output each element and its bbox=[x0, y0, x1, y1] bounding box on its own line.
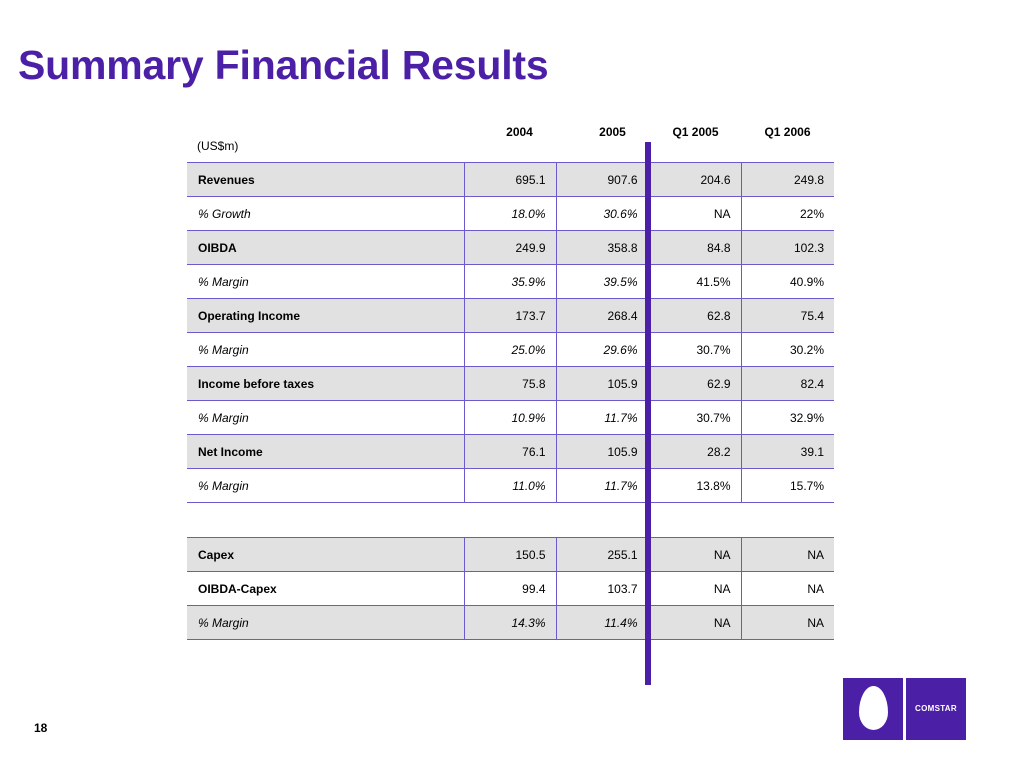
row-label: Income before taxes bbox=[187, 366, 464, 401]
table-row-capex: Capex 150.5 255.1 NA NA bbox=[187, 537, 834, 572]
cell-q1-2006: 249.8 bbox=[740, 162, 834, 197]
cell-q1-2005: 41.5% bbox=[647, 264, 741, 299]
cell-2005: 39.5% bbox=[555, 264, 648, 299]
cell-q1-2006: 32.9% bbox=[740, 400, 834, 435]
cell-2004: 695.1 bbox=[463, 162, 556, 197]
cell-2004: 249.9 bbox=[463, 230, 556, 265]
cell-q1-2006: 75.4 bbox=[740, 298, 834, 333]
cell-2005: 30.6% bbox=[555, 196, 648, 231]
cell-q1-2005: NA bbox=[647, 605, 741, 640]
row-label: % Margin bbox=[187, 468, 464, 503]
row-label: % Margin bbox=[187, 264, 464, 299]
logo-wordmark: COMSTAR bbox=[915, 704, 957, 713]
table-row-net-margin: % Margin 11.0% 11.7% 13.8% 15.7% bbox=[187, 468, 834, 503]
cell-2004: 173.7 bbox=[463, 298, 556, 333]
table-row-net-income: Net Income 76.1 105.9 28.2 39.1 bbox=[187, 434, 834, 469]
cell-q1-2005: 28.2 bbox=[647, 434, 741, 469]
cell-q1-2006: NA bbox=[740, 605, 834, 640]
table-row-oibda-margin: % Margin 35.9% 39.5% 41.5% 40.9% bbox=[187, 264, 834, 299]
table-row-growth: % Growth 18.0% 30.6% NA 22% bbox=[187, 196, 834, 231]
cell-q1-2006: 15.7% bbox=[740, 468, 834, 503]
cell-2004: 76.1 bbox=[463, 434, 556, 469]
cell-q1-2005: 62.9 bbox=[647, 366, 741, 401]
table-row-income-before-taxes: Income before taxes 75.8 105.9 62.9 82.4 bbox=[187, 366, 834, 401]
cell-q1-2005: 13.8% bbox=[647, 468, 741, 503]
cell-2005: 358.8 bbox=[555, 230, 648, 265]
cell-2005: 105.9 bbox=[555, 366, 648, 401]
cell-2005: 255.1 bbox=[555, 537, 648, 572]
cell-2004: 11.0% bbox=[463, 468, 556, 503]
row-label: Net Income bbox=[187, 434, 464, 469]
historical-quarterly-divider bbox=[645, 142, 651, 685]
units-label: (US$m) bbox=[197, 139, 239, 153]
page-number: 18 bbox=[34, 721, 48, 735]
cell-q1-2006: 102.3 bbox=[740, 230, 834, 265]
row-label: OIBDA-Capex bbox=[187, 571, 464, 606]
column-header-q1-2006: Q1 2006 bbox=[764, 125, 811, 139]
cell-2005: 105.9 bbox=[555, 434, 648, 469]
column-header-2004: 2004 bbox=[506, 125, 533, 139]
table-row-operating-income: Operating Income 173.7 268.4 62.8 75.4 bbox=[187, 298, 834, 333]
cell-2004: 75.8 bbox=[463, 366, 556, 401]
row-label: % Margin bbox=[187, 332, 464, 367]
logo-wordmark-panel: COMSTAR bbox=[906, 678, 966, 740]
row-label: Revenues bbox=[187, 162, 464, 197]
table-row-revenues: Revenues 695.1 907.6 204.6 249.8 bbox=[187, 162, 834, 197]
column-header-2005: 2005 bbox=[599, 125, 626, 139]
cell-q1-2006: 30.2% bbox=[740, 332, 834, 367]
row-label: % Growth bbox=[187, 196, 464, 231]
cell-2004: 150.5 bbox=[463, 537, 556, 572]
row-label: % Margin bbox=[187, 605, 464, 640]
cell-2004: 10.9% bbox=[463, 400, 556, 435]
cell-q1-2005: 62.8 bbox=[647, 298, 741, 333]
table-row-pretax-margin: % Margin 10.9% 11.7% 30.7% 32.9% bbox=[187, 400, 834, 435]
cell-2005: 103.7 bbox=[555, 571, 648, 606]
cell-2005: 11.7% bbox=[555, 468, 648, 503]
cell-q1-2005: NA bbox=[647, 196, 741, 231]
row-label: % Margin bbox=[187, 400, 464, 435]
cell-2004: 18.0% bbox=[463, 196, 556, 231]
table-row-oibda: OIBDA 249.9 358.8 84.8 102.3 bbox=[187, 230, 834, 265]
financial-table: Revenues 695.1 907.6 204.6 249.8 % Growt… bbox=[187, 162, 834, 640]
cell-2004: 99.4 bbox=[463, 571, 556, 606]
cell-2004: 35.9% bbox=[463, 264, 556, 299]
comstar-logo: COMSTAR bbox=[843, 678, 966, 740]
cell-q1-2005: NA bbox=[647, 571, 741, 606]
cell-q1-2006: NA bbox=[740, 571, 834, 606]
cell-2005: 29.6% bbox=[555, 332, 648, 367]
table-row-oibda-capex-margin: % Margin 14.3% 11.4% NA NA bbox=[187, 605, 834, 640]
cell-2005: 11.7% bbox=[555, 400, 648, 435]
row-label: Operating Income bbox=[187, 298, 464, 333]
cell-2005: 268.4 bbox=[555, 298, 648, 333]
cell-q1-2005: NA bbox=[647, 537, 741, 572]
cell-q1-2005: 84.8 bbox=[647, 230, 741, 265]
cell-2005: 11.4% bbox=[555, 605, 648, 640]
table-row-oibda-capex: OIBDA-Capex 99.4 103.7 NA NA bbox=[187, 571, 834, 606]
row-label: OIBDA bbox=[187, 230, 464, 265]
table-row-operating-margin: % Margin 25.0% 29.6% 30.7% 30.2% bbox=[187, 332, 834, 367]
cell-q1-2006: NA bbox=[740, 537, 834, 572]
cell-q1-2006: 22% bbox=[740, 196, 834, 231]
row-label: Capex bbox=[187, 537, 464, 572]
cell-2004: 25.0% bbox=[463, 332, 556, 367]
cell-2004: 14.3% bbox=[463, 605, 556, 640]
slide-title: Summary Financial Results bbox=[18, 42, 549, 88]
cell-q1-2006: 39.1 bbox=[740, 434, 834, 469]
cell-2005: 907.6 bbox=[555, 162, 648, 197]
column-header-q1-2005: Q1 2005 bbox=[672, 125, 719, 139]
cell-q1-2006: 40.9% bbox=[740, 264, 834, 299]
cell-q1-2006: 82.4 bbox=[740, 366, 834, 401]
cell-q1-2005: 30.7% bbox=[647, 332, 741, 367]
cell-q1-2005: 204.6 bbox=[647, 162, 741, 197]
logo-egg-panel bbox=[843, 678, 903, 740]
table-spacer bbox=[187, 503, 834, 538]
cell-q1-2005: 30.7% bbox=[647, 400, 741, 435]
egg-icon bbox=[859, 686, 888, 730]
